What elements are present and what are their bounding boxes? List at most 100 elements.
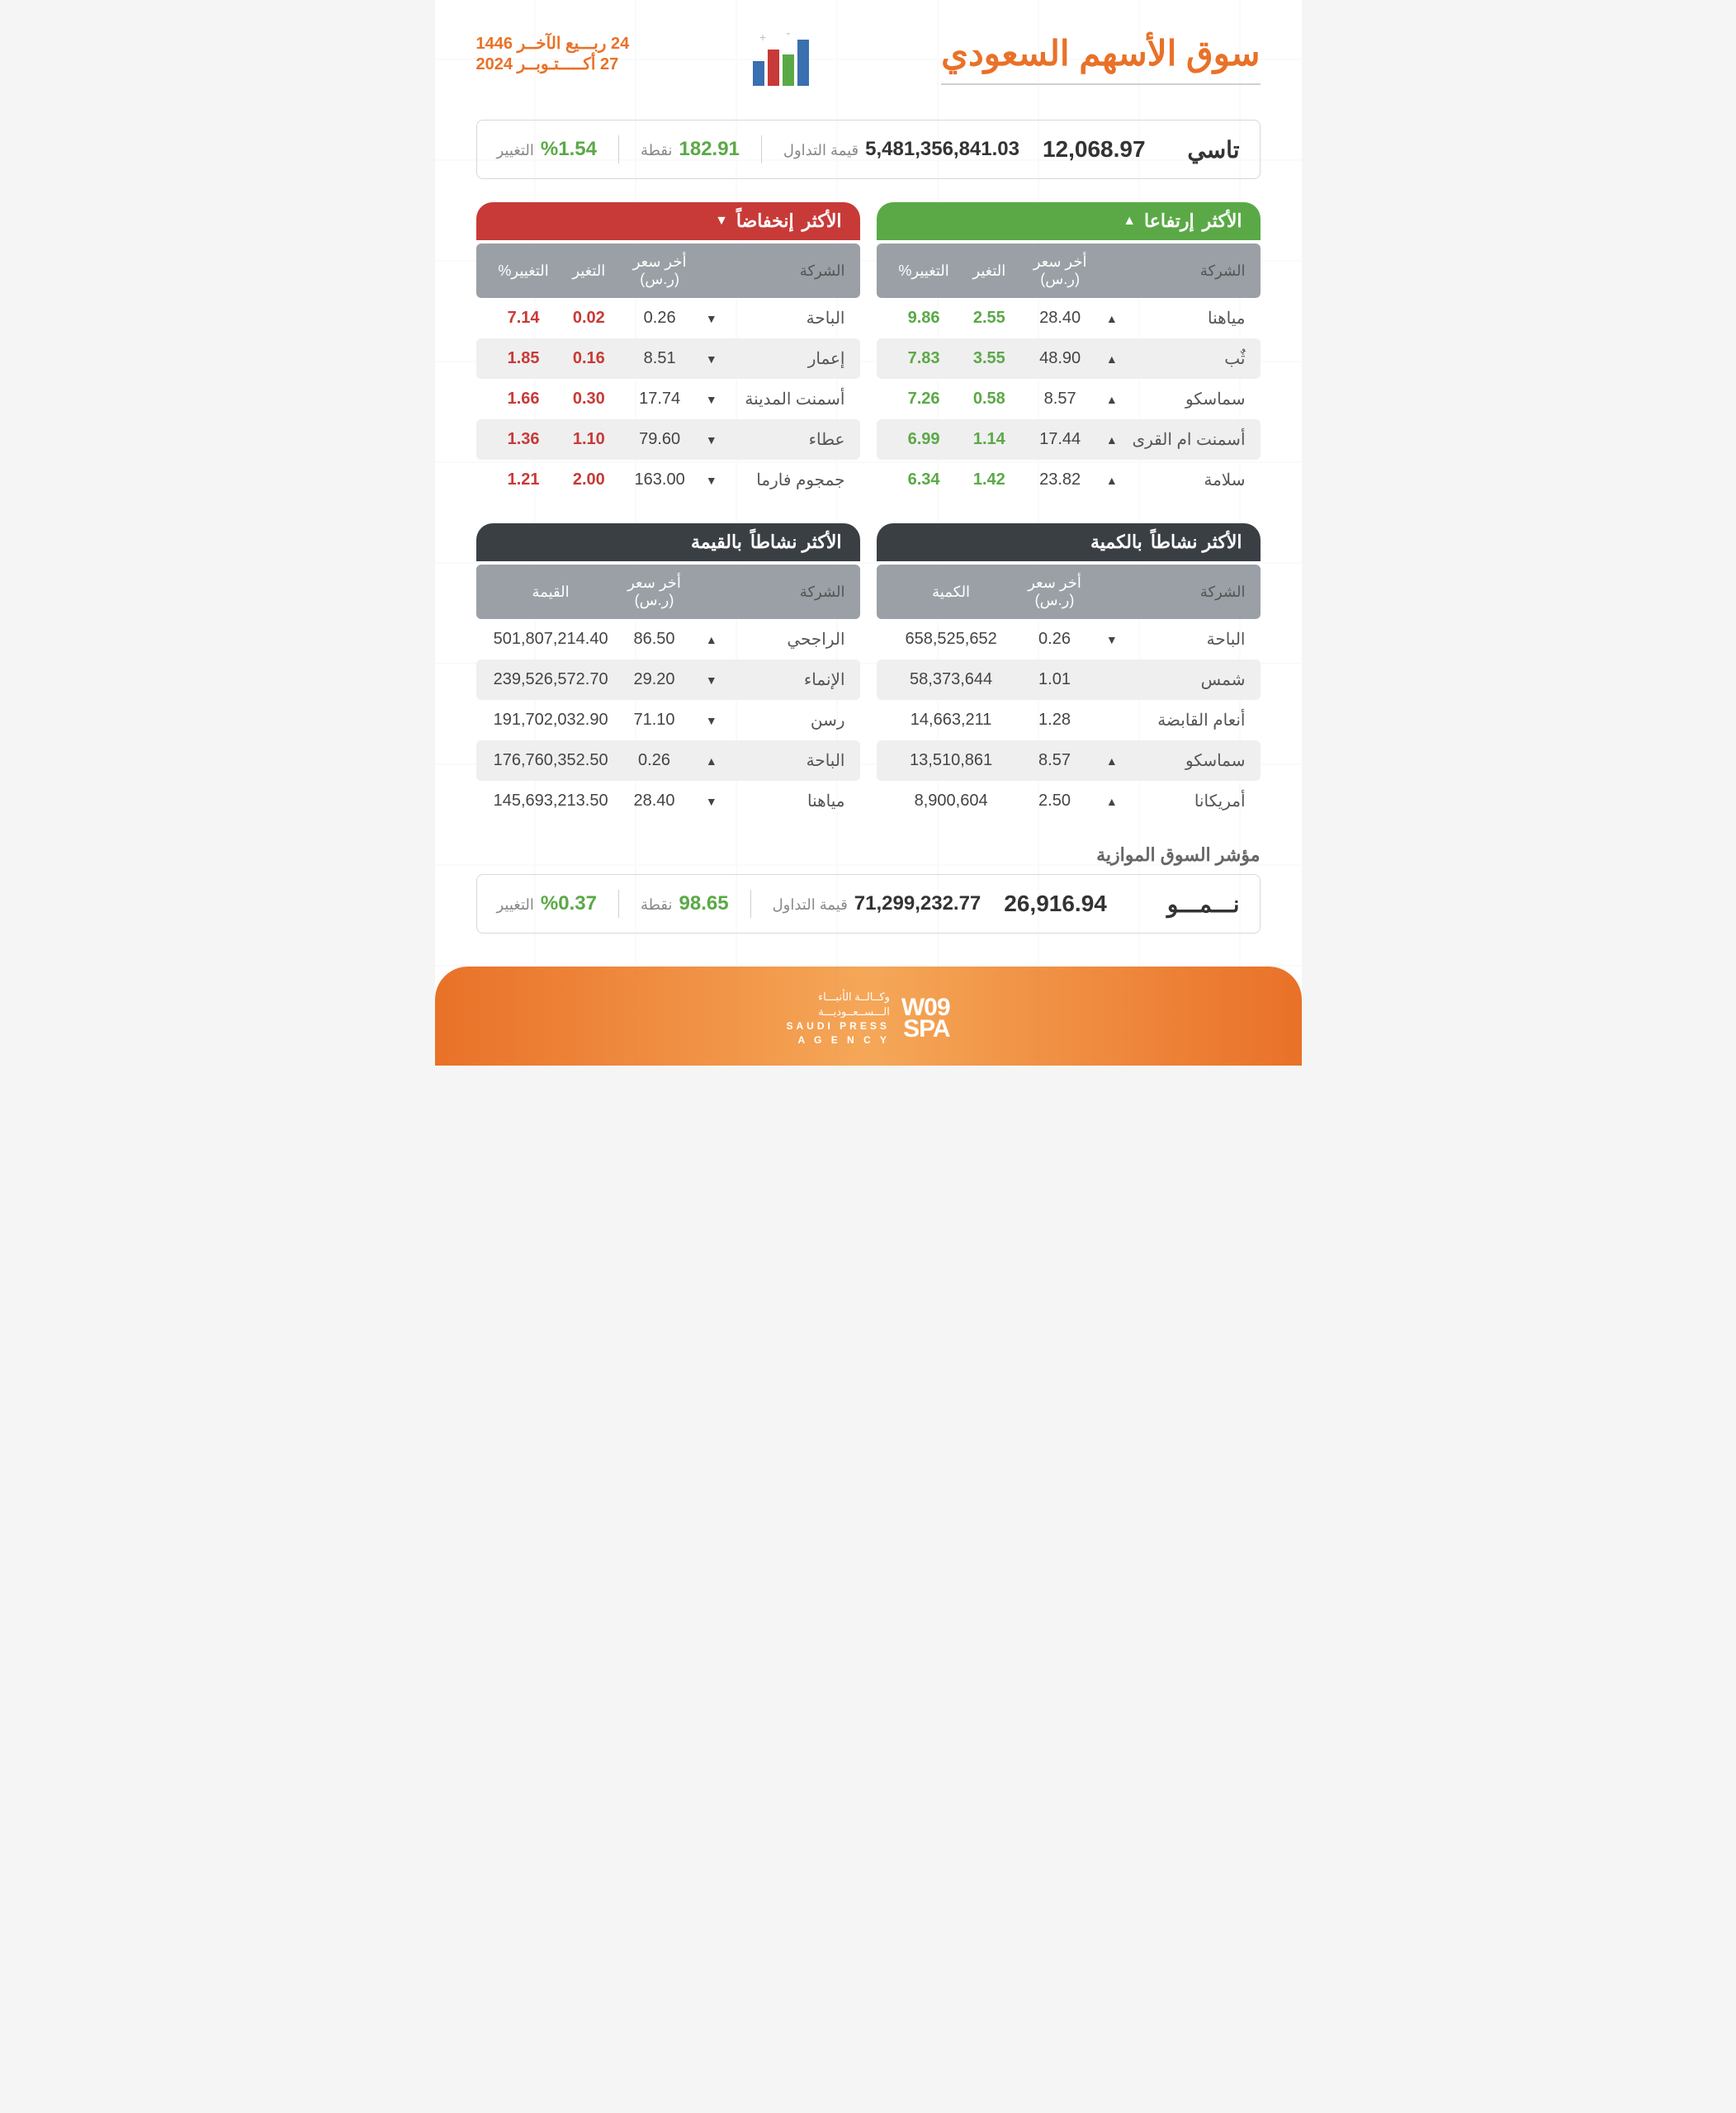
date-hijri: 24 ربـــيع الآخــر 1446 [476,33,630,54]
cell-company: الباحة [725,308,844,329]
cell-company: أنعام القابضة [1125,710,1245,730]
cell-val: 239,526,572.70 [491,670,611,689]
chart-icon: + + [748,33,822,95]
col-change-pct: التغيير% [491,262,556,280]
gainers-title-b: إرتفاعا [1144,210,1194,232]
col-company: الشركة [725,262,844,280]
active-value-title-b: بالقيمة [691,532,742,553]
tasi-label: تاسي [1187,136,1239,163]
cell-qty: 14,663,211 [892,711,1011,730]
cell-company: أمريكانا [1125,791,1245,811]
cell-company: عطاء [725,429,844,450]
losers-rows: الباحة▼0.260.027.14إعمار▼8.510.161.85أسم… [476,298,860,500]
col-price: أخر سعر (ر.س) [622,253,698,288]
col-price: أخر سعر (ر.س) [611,574,698,609]
cell-price: 1.28 [1011,711,1099,730]
table-row: أمريكانا▲2.508,900,604 [877,781,1261,821]
cell-company: سلامة [1125,470,1245,490]
spa-logo-icon: W09 SPA [901,997,950,1039]
cell-change-pct: 6.99 [892,430,957,449]
cell-arrow: ▲ [1098,309,1125,328]
arrow-down-icon: ▼ [706,674,717,687]
cell-company: الباحة [725,750,844,771]
cell-arrow: ▼ [698,470,725,489]
tasi-points: 182.91 نقطة [641,138,740,161]
table-row: أنعام القابضة 1.2814,663,211 [877,700,1261,740]
tasi-points-label: نقطة [641,142,673,159]
nomu-bar: نـــمـــو 26,916.94 71,299,232.77 قيمة ا… [476,874,1261,934]
footer-en1: SAUDI PRESS [786,1019,889,1033]
cell-change: 0.30 [556,390,622,409]
active-volume-rows: الباحة▼0.26658,525,652شمس1.0158,373,644أ… [877,619,1261,821]
table-row: مياهنا▲28.402.559.86 [877,298,1261,338]
active-volume-title-b: بالكمية [1090,532,1142,553]
footer-text: وكــالــة الأنبـــاء الـــســعــوديـــة … [786,990,889,1047]
cell-arrow: ▲ [1098,430,1125,449]
cell-company: الباحة [1125,629,1245,650]
tasi-trade-value: 5,481,356,841.03 قيمة التداول [783,138,1019,161]
cell-company: أسمنت ام القرى [1125,429,1245,450]
divider [618,135,619,163]
date-block: 24 ربـــيع الآخــر 1446 27 أكـــــتـوبــ… [476,33,630,74]
table-row: الباحة▼0.260.027.14 [476,298,860,338]
nomu-trade-value-label: قيمة التداول [773,896,848,914]
cell-company: الإنماء [725,669,844,690]
table-row: إعمار▼8.510.161.85 [476,338,860,379]
cell-change: 0.58 [957,390,1022,409]
losers-header: الأكثر إنخفاضاً ▼ [476,202,860,240]
cell-arrow: ▲ [698,630,725,649]
divider [618,890,619,918]
cell-arrow: ▲ [1098,349,1125,368]
table-row: أسمنت المدينة▼17.740.301.66 [476,379,860,419]
tasi-points-num: 182.91 [679,138,740,161]
col-price: أخر سعر (ر.س) [1011,574,1099,609]
nomu-points-num: 98.65 [679,892,729,915]
arrow-down-icon: ▼ [1106,633,1118,646]
arrow-up-icon: ▲ [706,633,717,646]
table-row: سلامة▲23.821.426.34 [877,460,1261,500]
arrow-up-icon: ▲ [1106,312,1118,325]
losers-table: الأكثر إنخفاضاً ▼ الشركة أخر سعر (ر.س) ا… [476,202,860,500]
losers-title-a: الأكثر [802,210,842,232]
table-row: مياهنا ▼ 28.40145,693,213.50 [476,781,860,821]
cell-price: 0.26 [611,751,698,770]
col-company: الشركة [1125,584,1245,601]
table-row: سماسكو▲8.5713,510,861 [877,740,1261,781]
cell-change: 3.55 [957,349,1022,368]
cell-arrow: ▲ [1098,792,1125,811]
cell-price: 28.40 [611,792,698,811]
cell-company: إعمار [725,348,844,369]
nomu-trade-value-num: 71,299,232.77 [854,892,981,915]
cell-arrow: ▲ [1098,470,1125,489]
arrow-down-icon: ▼ [706,795,717,808]
arrow-up-icon: ▲ [1106,795,1118,808]
divider [761,135,762,163]
cell-qty: 8,900,604 [892,792,1011,811]
arrow-up-icon: ▲ [1106,474,1118,487]
arrow-up-icon: ▲ [706,754,717,768]
cell-company: سماسكو [1125,750,1245,771]
logo-mark-bot: SPA [901,1019,950,1040]
table-row: سماسكو▲8.570.587.26 [877,379,1261,419]
cell-price: 8.57 [1011,751,1099,770]
cell-val: 176,760,352.50 [491,751,611,770]
active-value-header: الأكثر نشاطاً بالقيمة [476,523,860,561]
nomu-points: 98.65 نقطة [641,892,729,915]
table-row: الإنماء▼29.20239,526,572.70 [476,659,860,700]
active-value-col-headers: الشركة أخر سعر (ر.س) القيمة [476,565,860,619]
footer-ar1: وكــالــة الأنبـــاء [786,990,889,1005]
cell-val: 145,693,213.50 [491,792,611,811]
date-gregorian: 27 أكـــــتـوبــر 2024 [476,54,630,74]
tasi-change: %1.54 التغيير [497,138,597,161]
cell-company: مياهنا [725,791,844,811]
cell-price: 163.00 [622,470,698,489]
arrow-down-icon: ▼ [706,714,717,727]
cell-change-pct: 7.14 [491,309,556,328]
active-volume-header: الأكثر نشاطاً بالكمية [877,523,1261,561]
cell-price: 86.50 [611,630,698,649]
cell-val: 191,702,032.90 [491,711,611,730]
table-row: الباحة▼0.26658,525,652 [877,619,1261,659]
cell-company: مياهنا [1125,308,1245,329]
arrow-up-icon: ▲ [1106,352,1118,366]
cell-price: 8.57 [1022,390,1098,409]
